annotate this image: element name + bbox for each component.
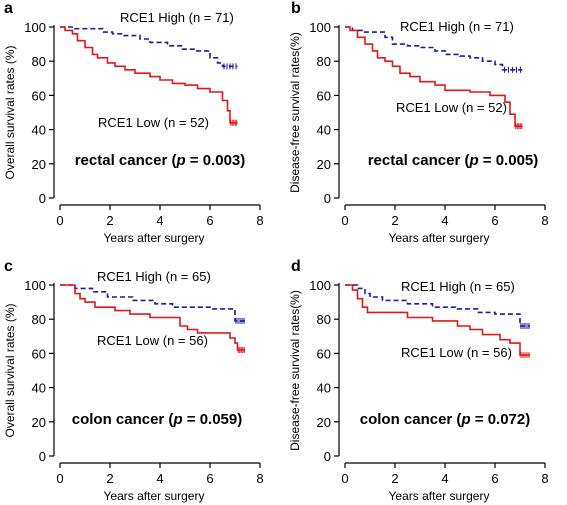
y-tick-label: 0 [324,191,331,206]
x-tick-label: 6 [206,213,213,228]
panel-label: d [291,258,301,275]
x-tick-label: 0 [56,213,63,228]
series-label-high: RCE1 High (n = 65) [97,269,211,284]
series-label-high: RCE1 High (n = 71) [120,10,234,25]
y-tick-label: 80 [317,312,331,327]
x-tick-label: 6 [206,471,213,486]
y-tick-label: 80 [317,54,331,69]
y-tick-label: 60 [317,88,331,103]
x-tick-label: 0 [56,471,63,486]
x-tick-label: 2 [106,471,113,486]
y-axis-title: Overall survival rates (%) [3,303,17,437]
p-value-annotation: rectal cancer (p = 0.005) [368,152,539,169]
y-tick-label: 40 [32,381,46,396]
x-tick-label: 4 [441,213,448,228]
series-label-low: RCE1 Low (n = 56) [97,333,208,348]
p-value-annotation: colon cancer (p = 0.059) [72,411,243,428]
x-tick-label: 0 [341,471,348,486]
y-tick-label: 40 [317,123,331,138]
x-tick-label: 8 [541,213,548,228]
x-tick-label: 2 [391,471,398,486]
series-label-low: RCE1 Low (n = 52) [98,115,209,130]
y-tick-label: 60 [317,346,331,361]
y-tick-label: 100 [309,20,331,35]
series-label-high: RCE1 High (n = 65) [401,279,515,294]
low-expression-curve [345,26,523,127]
y-tick-label: 100 [24,20,46,35]
y-tick-label: 80 [32,54,46,69]
x-axis-title: Years after surgery [389,231,490,245]
panel-c: c 0 20 40 60 80 100 0 2 4 6 8 Years after surgery Ove… [3,258,264,503]
x-tick-label: 4 [156,213,163,228]
x-tick-label: 8 [256,213,263,228]
y-tick-label: 0 [324,449,331,464]
x-tick-label: 2 [391,213,398,228]
p-value-annotation: colon cancer (p = 0.072) [360,411,531,428]
y-axis-title: Overall survival rates (%) [3,45,17,179]
y-tick-label: 60 [32,88,46,103]
y-tick-label: 20 [32,415,46,430]
y-tick-label: 80 [32,312,46,327]
panel-a: a 0 20 40 60 80 100 0 2 4 6 8 Years after surgery Ove… [3,0,264,245]
y-tick-label: 100 [309,278,331,293]
x-axis-title: Years after surgery [389,489,490,503]
high-expression-curve [60,26,238,68]
x-axis-title: Years after surgery [104,231,205,245]
y-tick-label: 20 [32,157,46,172]
y-tick-label: 100 [24,278,46,293]
low-expression-curve [60,284,245,351]
x-tick-label: 0 [341,213,348,228]
series-label-high: RCE1 High (n = 71) [400,19,514,34]
y-axis-title: Disease-free survival rates(%) [288,290,302,451]
y-tick-label: 40 [317,381,331,396]
p-value-annotation: rectal cancer (p = 0.003) [75,152,246,169]
x-tick-label: 6 [491,471,498,486]
y-tick-label: 40 [32,123,46,138]
high-expression-curve [345,284,530,327]
y-axis-title: Disease-free survival rates(%) [288,32,302,193]
x-tick-label: 4 [441,471,448,486]
panel-label: a [4,0,13,17]
y-tick-label: 20 [317,415,331,430]
x-tick-label: 2 [106,213,113,228]
y-tick-label: 0 [39,449,46,464]
low-expression-curve [60,26,238,124]
y-tick-label: 20 [317,157,331,172]
x-tick-label: 6 [491,213,498,228]
x-axis-title: Years after surgery [104,489,205,503]
y-tick-label: 0 [39,191,46,206]
panel-d: d 0 20 40 60 80 100 0 2 4 6 8 Years after surgery Dis… [288,258,549,503]
high-expression-curve [345,26,523,71]
y-tick-label: 60 [32,346,46,361]
low-expression-curve [345,284,530,356]
panel-label: b [291,0,301,17]
series-label-low: RCE1 Low (n = 56) [401,345,512,360]
high-expression-curve [60,284,245,322]
x-tick-label: 4 [156,471,163,486]
x-tick-label: 8 [256,471,263,486]
x-tick-label: 8 [541,471,548,486]
panel-b: b 0 20 40 60 80 100 0 2 4 6 8 Years after surgery Dis… [288,0,549,245]
series-label-low: RCE1 Low (n = 52) [396,100,507,115]
panel-label: c [4,258,13,275]
